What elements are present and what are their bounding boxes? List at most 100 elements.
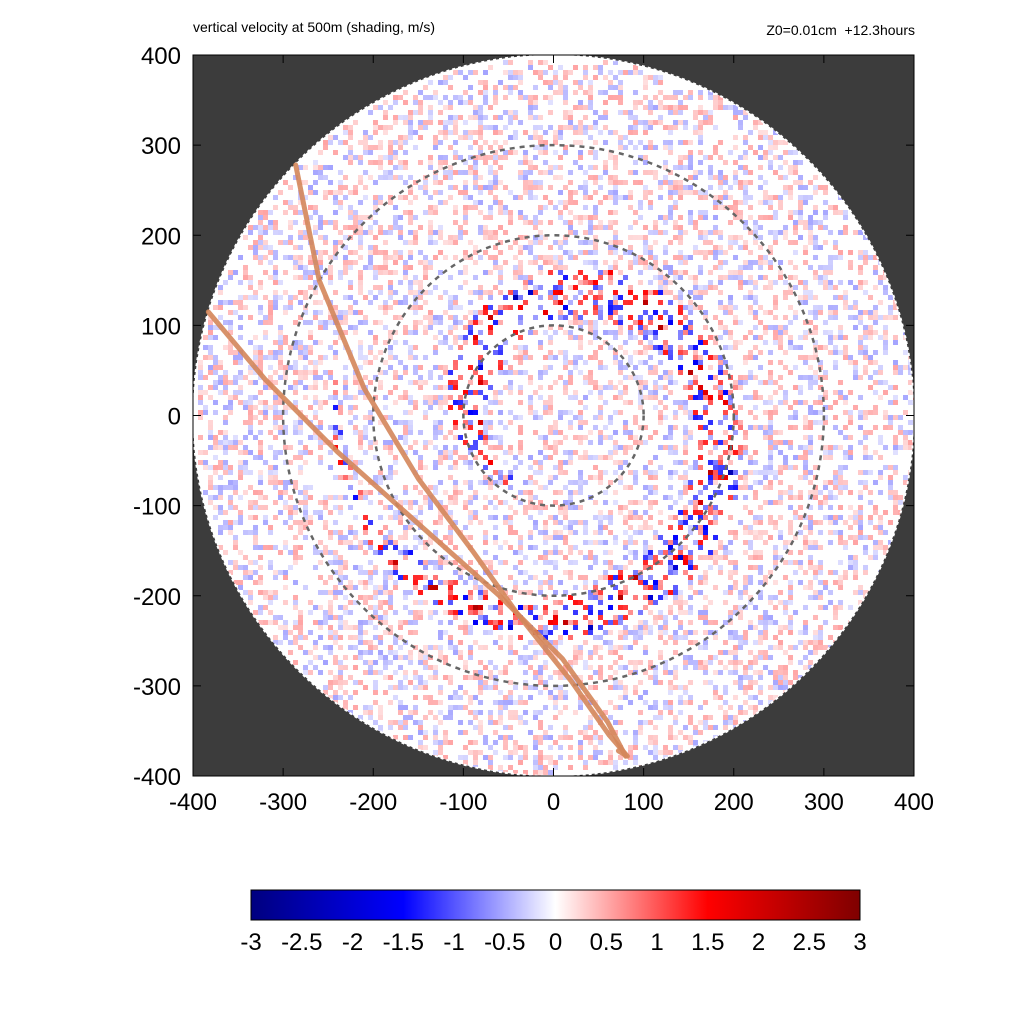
velocity-cell: [563, 630, 568, 635]
velocity-cell: [668, 565, 673, 570]
velocity-cell: [483, 405, 488, 410]
velocity-cell: [343, 665, 348, 670]
velocity-cell: [663, 445, 668, 450]
velocity-cell: [203, 490, 208, 495]
velocity-cell: [693, 500, 698, 505]
velocity-cell: [498, 240, 503, 245]
velocity-cell: [493, 445, 498, 450]
velocity-cell: [323, 685, 328, 690]
velocity-cell: [698, 390, 703, 395]
velocity-cell: [558, 415, 563, 420]
velocity-cell: [528, 685, 533, 690]
velocity-cell: [603, 115, 608, 120]
velocity-cell: [463, 580, 468, 585]
velocity-cell: [423, 275, 428, 280]
velocity-cell: [553, 645, 558, 650]
velocity-cell: [418, 505, 423, 510]
velocity-cell: [538, 60, 543, 65]
velocity-cell: [538, 740, 543, 745]
velocity-cell: [358, 430, 363, 435]
velocity-cell: [263, 320, 268, 325]
velocity-cell: [443, 75, 448, 80]
velocity-cell: [293, 295, 298, 300]
velocity-cell: [533, 740, 538, 745]
velocity-cell: [433, 725, 438, 730]
velocity-cell: [458, 345, 463, 350]
velocity-cell: [683, 610, 688, 615]
velocity-cell: [453, 560, 458, 565]
velocity-cell: [553, 560, 558, 565]
velocity-cell: [258, 355, 263, 360]
velocity-cell: [523, 355, 528, 360]
velocity-cell: [313, 620, 318, 625]
velocity-cell: [298, 165, 303, 170]
velocity-cell: [428, 370, 433, 375]
velocity-cell: [223, 385, 228, 390]
velocity-cell: [283, 445, 288, 450]
velocity-cell: [338, 505, 343, 510]
velocity-cell: [593, 475, 598, 480]
velocity-cell: [438, 320, 443, 325]
velocity-cell: [688, 330, 693, 335]
velocity-cell: [698, 480, 703, 485]
velocity-cell: [498, 350, 503, 355]
velocity-cell: [448, 465, 453, 470]
velocity-cell: [313, 510, 318, 515]
velocity-cell: [648, 105, 653, 110]
velocity-cell: [478, 680, 483, 685]
velocity-cell: [538, 370, 543, 375]
velocity-cell: [583, 195, 588, 200]
velocity-cell: [308, 630, 313, 635]
velocity-cell: [668, 445, 673, 450]
velocity-cell: [543, 520, 548, 525]
velocity-cell: [253, 560, 258, 565]
velocity-cell: [608, 305, 613, 310]
velocity-cell: [563, 350, 568, 355]
velocity-cell: [633, 480, 638, 485]
velocity-cell: [628, 435, 633, 440]
velocity-cell: [363, 315, 368, 320]
velocity-cell: [553, 90, 558, 95]
velocity-cell: [343, 680, 348, 685]
velocity-cell: [583, 310, 588, 315]
velocity-cell: [348, 585, 353, 590]
velocity-cell: [603, 500, 608, 505]
velocity-cell: [573, 600, 578, 605]
velocity-cell: [573, 335, 578, 340]
velocity-cell: [393, 640, 398, 645]
velocity-cell: [578, 220, 583, 225]
velocity-cell: [533, 285, 538, 290]
velocity-cell: [613, 130, 618, 135]
velocity-cell: [338, 510, 343, 515]
velocity-cell: [628, 130, 633, 135]
velocity-cell: [523, 505, 528, 510]
velocity-cell: [528, 400, 533, 405]
velocity-cell: [578, 120, 583, 125]
velocity-cell: [273, 635, 278, 640]
velocity-cell: [253, 540, 258, 545]
velocity-cell: [473, 260, 478, 265]
velocity-cell: [358, 650, 363, 655]
velocity-cell: [368, 360, 373, 365]
velocity-cell: [388, 125, 393, 130]
velocity-cell: [548, 430, 553, 435]
velocity-cell: [343, 385, 348, 390]
velocity-cell: [678, 155, 683, 160]
velocity-cell: [598, 65, 603, 70]
velocity-cell: [343, 245, 348, 250]
velocity-cell: [533, 410, 538, 415]
velocity-cell: [333, 630, 338, 635]
velocity-cell: [613, 165, 618, 170]
velocity-cell: [473, 160, 478, 165]
velocity-cell: [348, 420, 353, 425]
velocity-cell: [303, 650, 308, 655]
velocity-cell: [528, 180, 533, 185]
velocity-cell: [658, 410, 663, 415]
velocity-cell: [553, 545, 558, 550]
velocity-cell: [648, 665, 653, 670]
velocity-cell: [678, 275, 683, 280]
velocity-cell: [293, 210, 298, 215]
velocity-cell: [273, 255, 278, 260]
velocity-cell: [363, 710, 368, 715]
velocity-cell: [393, 650, 398, 655]
